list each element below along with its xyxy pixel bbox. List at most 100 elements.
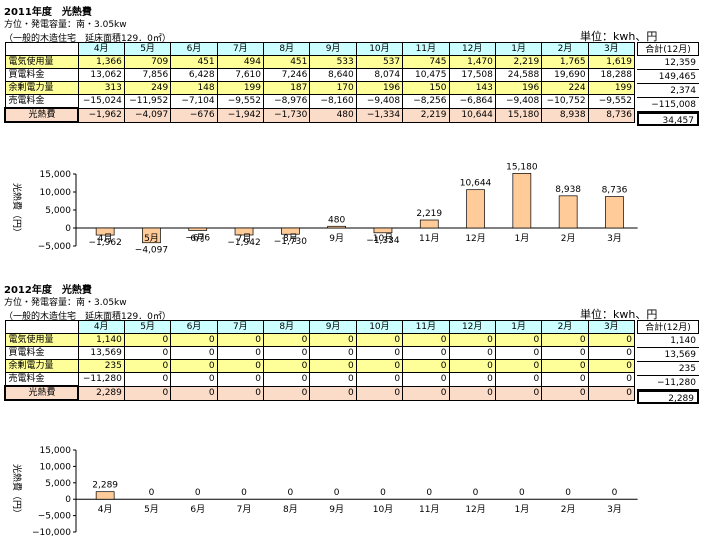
table-cell: 249 (123, 81, 172, 95)
table-cell: 170 (309, 81, 357, 95)
total-cell: −11,280 (637, 376, 699, 390)
y-axis-title: 光熱費（円） (11, 183, 23, 237)
table-cell: 533 (309, 55, 357, 69)
row-label: 光熱費 (4, 385, 79, 401)
data-label: 0 (287, 488, 293, 498)
table-cell: 1,765 (541, 55, 589, 69)
energy-cost-table: 4月 5月 6月 7月 8月 9月 10月 11月 12月 1月 2月 3月 電気使用量 1,140 0 0 0… (4, 320, 636, 401)
month-header: 1月 (494, 42, 543, 56)
row-label: 光熱費 (4, 107, 79, 123)
table-cell: 0 (402, 333, 450, 347)
table-cell: 15,180 (494, 107, 543, 123)
table-row: 光熱費 −1,962 −4,097 −676 −1,942 −1,730 480 −1,334… (4, 107, 636, 123)
table-cell: 0 (587, 385, 636, 401)
bar (142, 227, 161, 244)
data-label: 2,289 (92, 481, 118, 491)
table-cell: 0 (216, 359, 265, 373)
table-cell: 0 (448, 385, 496, 401)
table-cell: 0 (262, 346, 311, 360)
table-cell: −1,334 (355, 107, 404, 123)
table-cell: −1,942 (216, 107, 265, 123)
table-row: 電気使用量 1,366 709 451 494 451 533 537 745 1,470 2,21… (4, 55, 636, 69)
table-cell: 709 (123, 55, 172, 69)
y-tick-label: 15,000 (40, 170, 72, 180)
month-header: 7月 (216, 42, 265, 56)
table-cell: 0 (587, 372, 636, 387)
table-row: 光熱費 2,289 0 0 0 0 0 0 0 0 0 0 0 (4, 385, 636, 401)
cost-bar-chart: 光熱費（円） −5,000 0 5,000 10,000 15,000 4月−1,962 5月… (11, 162, 638, 256)
table-cell: 1,470 (448, 55, 496, 69)
section-title: 2011年度 光熱費 (4, 7, 92, 18)
row-label: 買電料金 (4, 346, 79, 360)
table-cell: 0 (494, 385, 543, 401)
table-cell: 0 (355, 333, 404, 347)
data-label: 0 (149, 488, 155, 498)
table-cell: 0 (587, 333, 636, 347)
x-tick-label: 12月 (465, 504, 485, 515)
month-header: 2月 (541, 42, 589, 56)
table-cell: 187 (262, 81, 311, 95)
table-cell: 0 (262, 333, 311, 347)
table-cell: 1,366 (77, 55, 125, 69)
month-header: 4月 (77, 320, 125, 334)
section-title: 2012年度 光熱費 (4, 285, 92, 296)
orientation-info: 方位・発電容量：南・3.05kw (4, 298, 127, 308)
x-tick-label: 9月 (329, 233, 344, 244)
table-row: 買電料金 13,062 7,856 6,428 7,610 7,246 8,640 8,074… (4, 68, 636, 82)
bar (234, 227, 254, 236)
month-header-row: 4月 5月 6月 7月 8月 9月 10月 11月 12月 1月 2月 3月 (4, 42, 636, 56)
table-cell: −10,752 (541, 94, 589, 109)
table-cell: 0 (402, 346, 450, 360)
table-cell: −8,256 (402, 94, 450, 109)
bar (95, 227, 115, 236)
table-cell: 196 (494, 81, 543, 95)
month-header: 9月 (309, 320, 357, 334)
table-cell: 8,640 (309, 68, 357, 82)
bar (419, 219, 439, 229)
table-cell: 0 (170, 385, 218, 401)
row-label: 売電料金 (4, 94, 79, 109)
x-tick-label: 2月 (561, 504, 576, 515)
table-cell: 0 (309, 385, 357, 401)
month-header: 8月 (262, 42, 311, 56)
x-tick-label: 8月 (283, 233, 298, 244)
row-label: 余剰電力量 (4, 359, 79, 373)
cost-bar-chart: 光熱費（円） −10,000 −5,000 0 5,000 10,000 15,000 4月 2… (11, 446, 638, 538)
table-cell: 224 (541, 81, 589, 95)
x-tick-label: 7月 (237, 504, 252, 515)
table-cell: 2,219 (402, 107, 450, 123)
bar (95, 491, 115, 500)
table-cell: 0 (216, 333, 265, 347)
table-cell: 199 (587, 81, 636, 95)
table-cell: 0 (448, 359, 496, 373)
x-tick-label: 2月 (561, 233, 576, 244)
table-cell: 537 (355, 55, 404, 69)
month-header: 12月 (448, 320, 496, 334)
row-label: 電気使用量 (4, 55, 79, 69)
y-tick-label: 10,000 (40, 188, 72, 198)
bar (605, 196, 624, 229)
table-cell: 2,219 (494, 55, 543, 69)
total-column: 合計(12月) 12,359 149,465 2,374 −115,008 34,457 (637, 42, 699, 126)
y-tick-label: 5,000 (45, 206, 71, 216)
y-axis-title: 光熱費（円） (11, 464, 23, 518)
table-cell: 0 (262, 372, 311, 387)
table-cell: 7,856 (123, 68, 172, 82)
bar (466, 189, 485, 229)
month-header: 4月 (77, 42, 125, 56)
table-cell: 148 (170, 81, 218, 95)
total-cell: −115,008 (637, 98, 699, 112)
table-cell: 19,690 (541, 68, 589, 82)
table-cell: 8,074 (355, 68, 404, 82)
x-tick-label: 6月 (190, 233, 205, 244)
table-cell: 0 (123, 372, 172, 387)
table-cell: 0 (587, 359, 636, 373)
table-cell: 150 (402, 81, 450, 95)
table-cell: −8,976 (262, 94, 311, 109)
table-cell: 17,508 (448, 68, 496, 82)
table-cell: 6,428 (170, 68, 218, 82)
row-label: 売電料金 (4, 372, 79, 387)
table-cell: 13,569 (77, 346, 125, 360)
table-cell: 451 (170, 55, 218, 69)
data-label: 0 (426, 488, 432, 498)
